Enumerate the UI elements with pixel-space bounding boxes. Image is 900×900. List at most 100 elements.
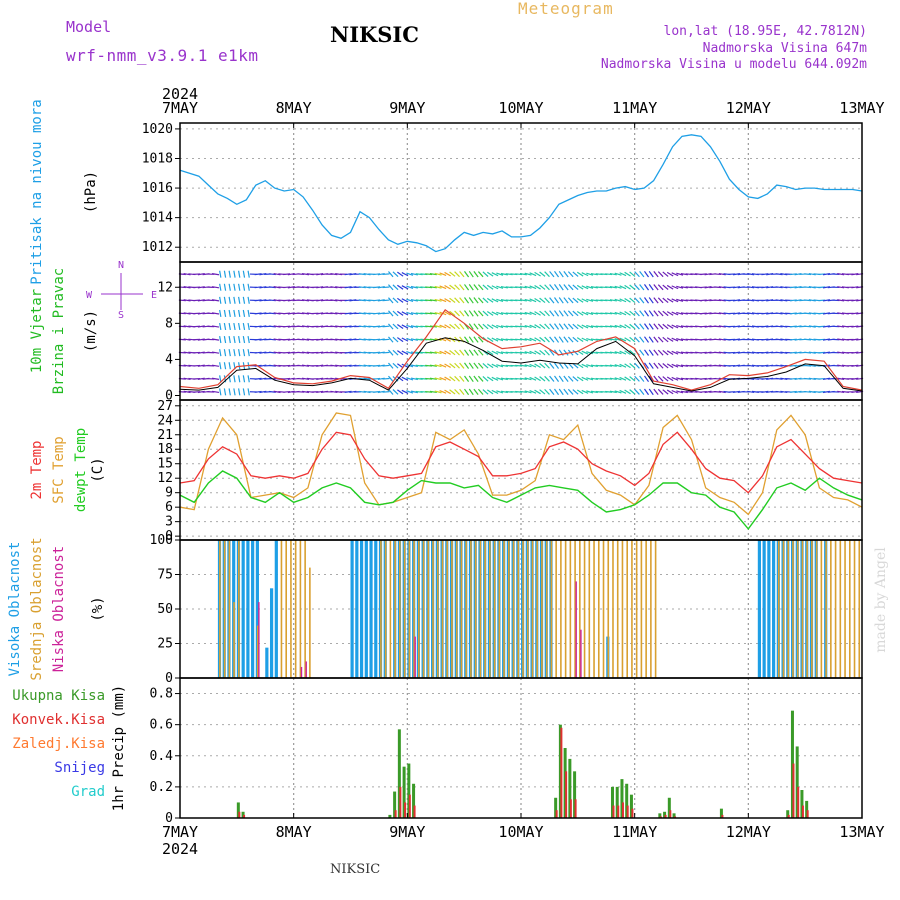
wind-arrow — [639, 323, 645, 330]
watermark: made by Angel — [873, 547, 889, 653]
wind-arrow — [529, 350, 537, 355]
wind-arrow — [183, 312, 191, 315]
wind-arrow — [680, 312, 688, 315]
wind-arrow — [576, 284, 584, 290]
wind-arrow — [549, 271, 555, 278]
wind-arrow — [515, 312, 523, 315]
cloud-bar-mid — [569, 540, 572, 678]
wind-arrow — [699, 312, 707, 315]
wind-arrow — [468, 349, 474, 356]
cloud-bar-mid — [583, 540, 586, 678]
wind-arrow — [572, 389, 579, 395]
wind-arrow — [316, 286, 324, 289]
wind-arrow — [761, 390, 769, 393]
precip-bar-conv — [664, 814, 667, 818]
wind-arrow — [238, 375, 241, 383]
wind-arrow — [344, 299, 352, 302]
cloud-bar-high — [359, 540, 364, 678]
wind-arrow — [344, 390, 352, 393]
wind-arrow — [544, 323, 550, 330]
wind-arrow — [590, 299, 598, 302]
wind-arrow — [657, 362, 664, 369]
wind-arrow — [223, 322, 227, 331]
wind-arrow — [330, 273, 338, 276]
cloud-bar-mid — [621, 540, 624, 678]
wind-arrow — [680, 325, 688, 328]
wind-arrow — [775, 312, 783, 315]
wind-arrow — [482, 389, 489, 395]
wind-arrow — [653, 388, 659, 396]
wind-arrow — [228, 270, 231, 278]
wind-arrow — [666, 389, 674, 395]
wind-arrow — [491, 376, 499, 381]
wind-arrow — [676, 285, 684, 289]
wind-arrow — [473, 297, 479, 304]
wind-arrow — [519, 351, 527, 354]
wind-arrow — [539, 310, 546, 317]
temp2m-axis-label: 2m Temp — [29, 440, 45, 499]
cloud-bar-high — [364, 540, 368, 678]
wind-arrow — [619, 389, 627, 394]
y-tick-label: 0 — [165, 388, 173, 403]
wind-arrow — [273, 325, 281, 328]
cloud-bar-mid — [380, 540, 382, 678]
wind-arrow — [388, 336, 394, 343]
wind-arrow — [496, 285, 504, 289]
cloud-bar-low — [305, 661, 307, 678]
wind-arrow — [444, 271, 451, 277]
cloud-bar-mid — [801, 540, 804, 678]
wind-arrow — [429, 286, 437, 289]
cloud-bar-mid — [640, 540, 643, 678]
cloud-bar-mid — [526, 540, 529, 678]
wind-arrow — [624, 284, 631, 290]
wind-arrow — [473, 336, 479, 343]
wind-arrow — [803, 377, 812, 380]
precip-bar-conv — [404, 802, 407, 818]
wind-arrow — [434, 351, 442, 355]
wind-arrow-field — [178, 270, 864, 396]
wind-arrow — [468, 323, 474, 330]
wind-arrow — [775, 325, 783, 328]
wind-arrow — [544, 297, 550, 304]
wind-arrow — [482, 362, 489, 369]
wind-arrow — [519, 312, 527, 315]
cloud-bar-mid — [607, 540, 610, 678]
cloud-bar-mid — [280, 540, 283, 678]
wind-arrow — [219, 375, 222, 383]
cloud-bar-mid — [418, 540, 420, 678]
high-cloud-axis-label: Visoka Oblacnost — [7, 542, 23, 677]
cloud-bar-high — [772, 540, 776, 678]
wind-arrow — [590, 364, 598, 367]
wind-arrow — [624, 337, 631, 342]
wind-arrow — [358, 351, 366, 354]
wind-arrow — [576, 271, 584, 277]
wind-arrow — [439, 298, 447, 303]
wind-arrow — [680, 377, 688, 380]
wind-arrow — [301, 312, 310, 315]
wind-arrow — [657, 271, 664, 278]
wind-arrow — [544, 336, 550, 343]
wind-arrow — [549, 362, 555, 369]
wind-arrow — [837, 390, 845, 394]
wind-arrow — [219, 296, 222, 304]
wind-arrow — [718, 272, 726, 276]
wind-arrow — [211, 364, 220, 367]
wind-arrow — [287, 312, 295, 315]
wind-arrow — [439, 376, 447, 381]
wind-arrow — [482, 323, 489, 330]
wind-arrow — [459, 271, 465, 278]
wind-arrow — [534, 363, 541, 369]
wind-arrow — [619, 337, 627, 342]
wind-arrow — [223, 283, 227, 291]
wind-arrow — [486, 350, 494, 356]
wind-arrow — [397, 284, 404, 290]
wind-arrow — [397, 363, 404, 369]
wind-arrow — [500, 377, 508, 381]
wind-arrow — [464, 284, 470, 291]
wind-arrow — [563, 310, 569, 317]
wind-arrow — [242, 309, 246, 317]
wind-arrow — [539, 323, 546, 330]
cloud-bar-high — [355, 540, 359, 678]
wind-arrow — [287, 351, 295, 354]
